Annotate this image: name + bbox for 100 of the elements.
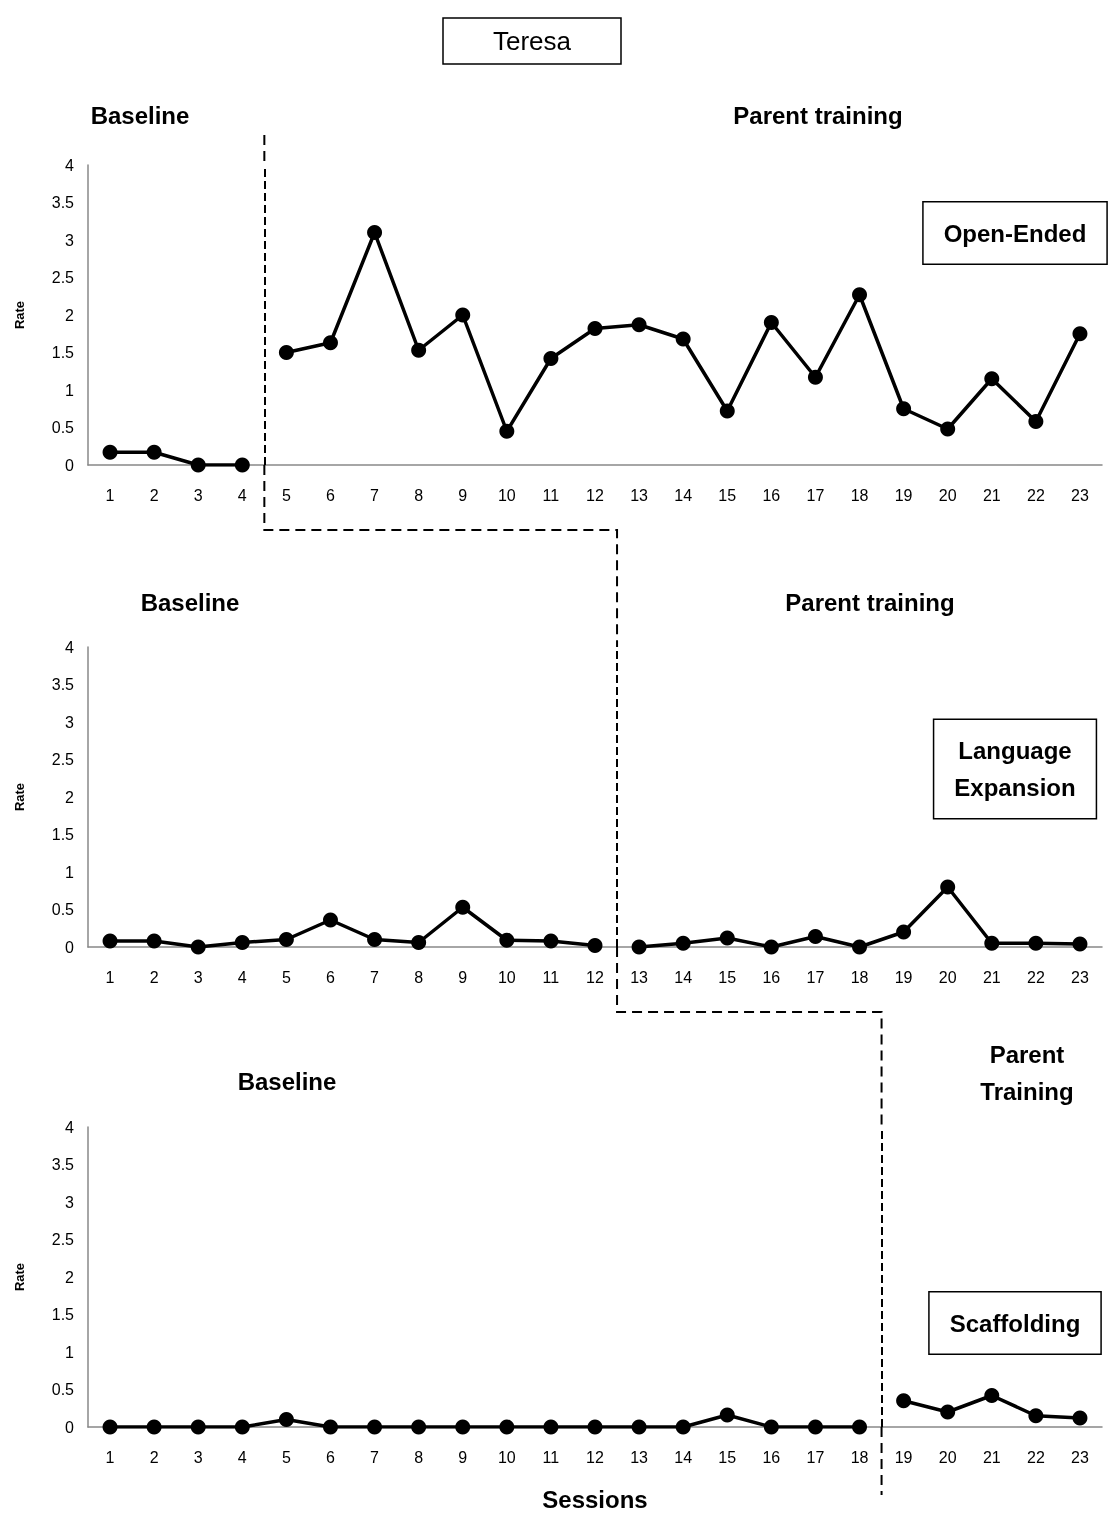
x-tick-label: 9 [458,968,468,986]
x-tick-label: 23 [1071,968,1089,986]
y-tick-label: 1 [65,1343,75,1361]
text: Baseline [90,101,190,129]
x-tick-label: 14 [674,486,693,504]
chart-title: Teresa [493,26,572,56]
x-tick-label: 2 [149,968,159,986]
x-tick-label: 21 [982,486,1001,504]
text: Baseline [237,1067,337,1095]
x-tick-label: 4 [237,968,247,986]
x-tick-label: 19 [894,486,913,504]
x-tick-label: 21 [982,1448,1001,1466]
x-tick-label: 14 [674,1448,693,1466]
x-tick-label: 15 [718,486,737,504]
x-tick-label: 14 [674,968,693,986]
x-tick-label: 17 [806,968,825,986]
y-tick-label: 1 [65,863,75,881]
x-tick-label: 18 [850,1448,869,1466]
x-tick-label: 18 [850,486,869,504]
x-tick-label: 3 [193,968,203,986]
y-tick-label: 2.5 [51,751,75,768]
x-tick-label: 16 [762,968,781,986]
y-tick-label: 0.5 [51,1381,75,1398]
x-tick-label: 22 [1026,486,1045,504]
y-tick-label: 1.5 [51,1306,75,1323]
x-tick-label: 17 [806,1448,825,1466]
x-tick-label: 6 [326,968,336,986]
x-tick-label: 4 [237,1448,247,1466]
y-tick-label: 2.5 [51,1231,75,1248]
x-tick-label: 3 [193,486,203,504]
x-tick-label: 11 [542,486,560,504]
text: Parent training [785,588,955,616]
x-tick-label: 7 [370,486,380,504]
x-tick-label: 9 [458,486,468,504]
y-tick-label: 1.5 [51,826,75,843]
x-tick-label: 2 [149,486,159,504]
y-tick-label: 3 [65,713,75,731]
y-tick-label: 3 [65,1193,75,1211]
x-tick-label: 16 [762,1448,781,1466]
y-tick-label: 2 [65,788,75,806]
x-tick-label: 10 [497,968,516,986]
x-tick-label: 4 [237,486,247,504]
y-tick-label: 0 [65,1418,75,1436]
x-tick-label: 23 [1071,1448,1089,1466]
x-tick-label: 20 [938,1448,957,1466]
text: Parent Training [980,1041,1074,1105]
x-tick-label: 8 [414,1448,424,1466]
x-tick-label: 18 [850,968,869,986]
x-tick-label: 23 [1071,486,1089,504]
annotation: Scaffolding [949,1309,1081,1337]
y-tick-label: 2.5 [51,269,75,286]
y-tick-label: 2 [65,1268,75,1286]
x-tick-label: 7 [370,968,380,986]
x-tick-label: 8 [414,968,424,986]
annotation: Language Expansion [954,737,1076,801]
x-tick-label: 13 [630,1448,649,1466]
x-tick-label: 13 [630,968,649,986]
y-tick-label: 4 [65,638,75,656]
x-tick-label: 12 [586,1448,604,1466]
x-tick-label: 6 [326,486,336,504]
x-tick-label: 11 [542,1448,560,1466]
x-tick-label: 1 [105,1448,115,1466]
x-tick-label: 5 [281,486,291,504]
y-tick-label: 0.5 [51,419,75,436]
y-tick-label: 4 [65,1118,75,1136]
y-tick-label: 3 [65,231,75,249]
x-tick-label: 20 [938,968,957,986]
y-axis-title: Rate [12,782,27,812]
x-tick-label: 5 [281,1448,291,1466]
x-tick-label: 3 [193,1448,203,1466]
text: Parent training [733,101,903,129]
x-tick-label: 9 [458,1448,468,1466]
x-tick-label: 21 [982,968,1001,986]
y-tick-label: 1.5 [51,344,75,361]
y-tick-label: 4 [65,156,75,174]
y-tick-label: 0 [65,456,75,474]
y-tick-label: 3.5 [51,194,75,211]
x-tick-label: 19 [894,968,913,986]
y-tick-label: 1 [65,381,75,399]
y-tick-label: 0.5 [51,901,75,918]
x-tick-label: 22 [1026,968,1045,986]
x-tick-label: 5 [281,968,291,986]
x-tick-label: 10 [497,486,516,504]
x-tick-label: 2 [149,1448,159,1466]
x-tick-label: 1 [105,486,115,504]
x-tick-label: 15 [718,968,737,986]
x-tick-label: 15 [718,1448,737,1466]
y-axis-title: Rate [12,1262,27,1292]
x-tick-label: 17 [806,486,825,504]
y-axis-title: Rate [12,300,27,330]
x-tick-label: 19 [894,1448,913,1466]
x-tick-label: 1 [105,968,115,986]
text: Baseline [140,588,240,616]
x-tick-label: 13 [630,486,649,504]
x-tick-label: 16 [762,486,781,504]
x-tick-label: 7 [370,1448,380,1466]
x-tick-label: 22 [1026,1448,1045,1466]
x-tick-label: 6 [326,1448,336,1466]
x-tick-label: 12 [586,486,604,504]
y-tick-label: 0 [65,938,75,956]
